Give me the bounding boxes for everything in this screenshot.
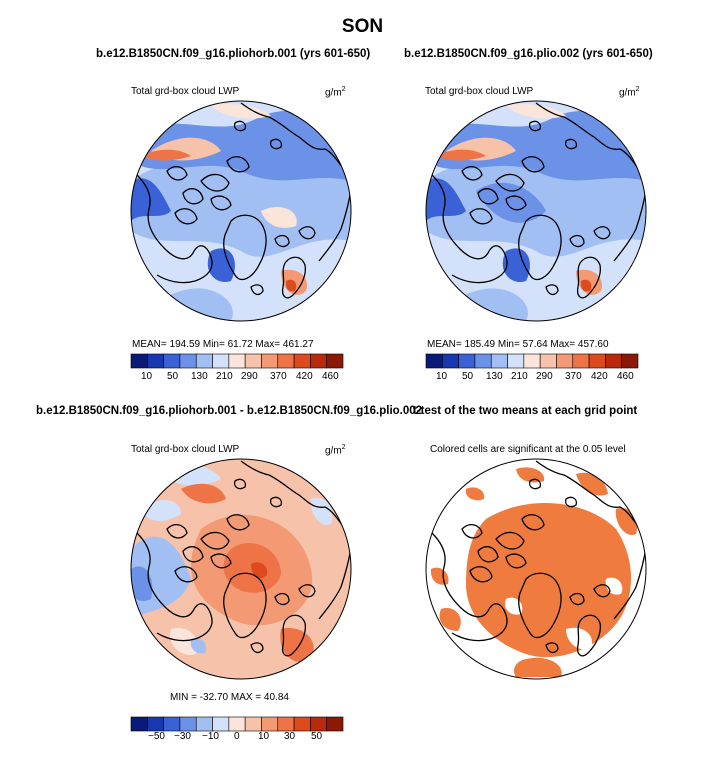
colorbar-swatch xyxy=(163,353,181,369)
panel-title: b.e12.B1850CN.f09_g16.pliohorb.001 (yrs … xyxy=(96,48,371,60)
colorbar-tick-label: 50 xyxy=(167,371,179,382)
units-label: g/m2 xyxy=(619,86,640,99)
panel-title: t-test of the two means at each grid poi… xyxy=(413,405,638,417)
colorbar-swatch xyxy=(310,353,327,369)
colorbar-tick-label: 50 xyxy=(311,731,323,742)
colorbar-tick-label: 290 xyxy=(241,371,258,382)
colorbar-swatch xyxy=(572,353,590,369)
colorbar-swatch xyxy=(228,353,246,369)
colorbar-swatch xyxy=(195,353,213,369)
colorbar-swatch xyxy=(277,716,295,732)
colorbar-swatch xyxy=(195,716,213,732)
colorbar-swatch xyxy=(212,716,230,732)
panel-subtitle: Colored cells are significant at the 0.0… xyxy=(430,444,626,455)
figure-title: SON xyxy=(341,16,384,37)
colorbar-tick-label: 30 xyxy=(284,731,296,742)
variable-label: Total grd-box cloud LWP xyxy=(131,444,240,455)
polar-map xyxy=(130,458,352,680)
polar-map xyxy=(425,100,647,322)
polar-map xyxy=(130,100,352,322)
colorbar xyxy=(130,716,344,732)
colorbar-swatch xyxy=(277,353,295,369)
colorbar-swatch xyxy=(130,353,148,369)
panel-title: b.e12.B1850CN.f09_g16.pliohorb.001 - b.e… xyxy=(36,405,423,417)
colorbar-swatch xyxy=(326,716,344,732)
colorbar-swatch xyxy=(293,716,311,732)
colorbar-swatch xyxy=(507,353,525,369)
colorbar-tick-label: 10 xyxy=(141,371,153,382)
colorbar-swatch xyxy=(523,353,541,369)
colorbar-tick-label: 370 xyxy=(270,371,287,382)
colorbar-swatch xyxy=(179,353,197,369)
colorbar xyxy=(130,353,344,369)
colorbar-tick-label: 130 xyxy=(486,371,503,382)
colorbar-swatch xyxy=(605,353,622,369)
colorbar-tick-label: −30 xyxy=(174,731,191,742)
units-label: g/m2 xyxy=(325,444,346,457)
summary-stats: MEAN= 185.49 Min= 57.64 Max= 457.60 xyxy=(427,339,609,350)
colorbar-tick-label: −10 xyxy=(202,731,219,742)
colorbar-tick-label: −50 xyxy=(148,731,165,742)
colorbar-tick-label: 210 xyxy=(511,371,528,382)
colorbar-swatch xyxy=(244,716,262,732)
colorbar-swatch xyxy=(458,353,476,369)
units-label: g/m2 xyxy=(325,86,346,99)
colorbar-swatch xyxy=(621,353,639,369)
summary-stats: MEAN= 194.59 Min= 61.72 Max= 461.27 xyxy=(132,339,314,350)
significance-map xyxy=(425,458,647,680)
colorbar-swatch xyxy=(474,353,492,369)
colorbar-swatch xyxy=(326,353,344,369)
colorbar-swatch xyxy=(539,353,557,369)
colorbar-swatch xyxy=(179,716,197,732)
colorbar-swatch xyxy=(147,353,164,369)
colorbar-tick-label: 460 xyxy=(322,371,339,382)
colorbar-swatch xyxy=(293,353,311,369)
colorbar-tick-label: 420 xyxy=(591,371,608,382)
colorbar-swatch xyxy=(212,353,230,369)
colorbar-swatch xyxy=(147,716,164,732)
colorbar-swatch xyxy=(425,353,443,369)
colorbar-tick-label: 130 xyxy=(191,371,208,382)
colorbar-tick-label: 50 xyxy=(462,371,474,382)
colorbar-tick-label: 420 xyxy=(296,371,313,382)
colorbar-swatch xyxy=(588,353,606,369)
variable-label: Total grd-box cloud LWP xyxy=(131,86,240,97)
colorbar-swatch xyxy=(130,716,148,732)
colorbar-tick-label: 210 xyxy=(216,371,233,382)
colorbar-tick-label: 460 xyxy=(617,371,634,382)
colorbar-tick-label: 10 xyxy=(258,731,270,742)
colorbar-swatch xyxy=(163,716,181,732)
colorbar-tick-label: 290 xyxy=(536,371,553,382)
colorbar-swatch xyxy=(556,353,574,369)
colorbar-tick-label: 370 xyxy=(565,371,582,382)
summary-stats: MIN = -32.70 MAX = 40.84 xyxy=(170,692,289,703)
colorbar-tick-label: 0 xyxy=(234,731,240,742)
panel-title: b.e12.B1850CN.f09_g16.plio.002 (yrs 601-… xyxy=(404,48,653,60)
variable-label: Total grd-box cloud LWP xyxy=(425,86,534,97)
colorbar-tick-label: 10 xyxy=(436,371,448,382)
colorbar-swatch xyxy=(244,353,262,369)
colorbar xyxy=(425,353,639,369)
colorbar-swatch xyxy=(442,353,459,369)
colorbar-swatch xyxy=(261,716,279,732)
colorbar-swatch xyxy=(310,716,327,732)
colorbar-swatch xyxy=(261,353,279,369)
colorbar-swatch xyxy=(490,353,508,369)
colorbar-swatch xyxy=(228,716,246,732)
